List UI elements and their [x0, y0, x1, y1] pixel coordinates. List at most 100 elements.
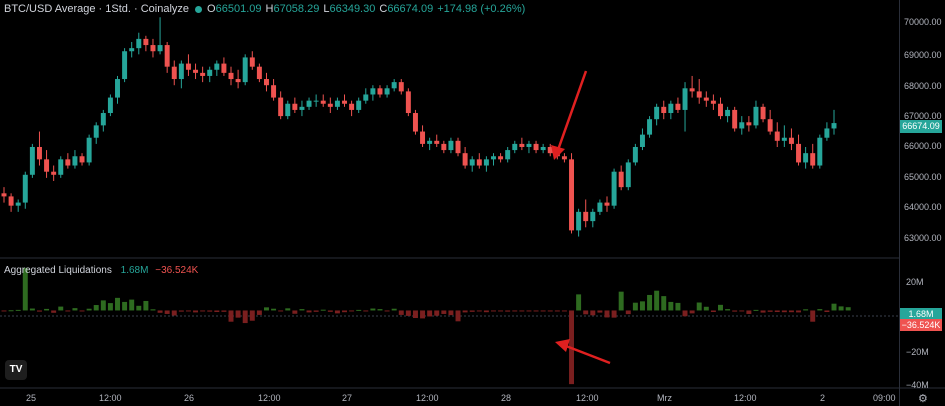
liquidation-bar [476, 310, 482, 312]
candle-body [115, 79, 120, 98]
liq-tick: 20M [906, 277, 924, 287]
ohlc-open: 66501.09 [215, 3, 262, 15]
candle-body [547, 146, 553, 154]
liquidation-bar [760, 310, 766, 313]
candle-body [774, 131, 780, 141]
candle-body [228, 72, 234, 80]
candle-body [654, 106, 660, 120]
candle-body [22, 174, 28, 203]
candle-body [632, 146, 638, 163]
candle-body [235, 79, 241, 83]
liquidation-bar [370, 308, 376, 311]
liquidation-bar [469, 310, 475, 312]
symbol-title[interactable]: BTC/USD Average · 1Std. · Coinalyze [4, 3, 190, 15]
liquidation-bar [398, 310, 404, 315]
liquidation-bar [576, 294, 582, 311]
time-label: 12:00 [99, 393, 122, 403]
liquidation-bar [405, 310, 411, 316]
time-label: 12:00 [416, 393, 439, 403]
liquidation-bar [356, 309, 362, 311]
liquidation-bar [441, 310, 447, 314]
liquidation-bar [831, 303, 837, 311]
candle-body [753, 106, 759, 126]
liq-long-value: 1.68M [120, 265, 149, 276]
candle-body [561, 156, 567, 160]
ohlc-key-open: O [207, 3, 216, 15]
liquidation-bar [143, 300, 149, 311]
liquidation-bar [256, 310, 262, 315]
candle-body [505, 150, 511, 160]
candle-body [171, 66, 177, 80]
candle-body [306, 100, 312, 107]
liquidation-bar [349, 310, 355, 312]
liquidation-bar [455, 310, 461, 322]
liquidation-bar [299, 309, 305, 311]
time-label: 12:00 [258, 393, 281, 403]
candle-body [675, 103, 681, 110]
candle-body [583, 211, 589, 222]
price-tick: 65000.00 [904, 172, 942, 182]
candle-body [157, 45, 163, 52]
liquidation-bar [263, 307, 269, 311]
candle-body [732, 109, 738, 129]
liquidation-bar [391, 308, 397, 311]
liquidation-bars [1, 267, 851, 385]
tradingview-logo-icon[interactable]: TV [5, 360, 27, 380]
candle-body [576, 211, 582, 231]
candle-body [703, 97, 709, 101]
candles [1, 17, 837, 237]
liquidation-bar [803, 309, 809, 311]
candle-body [469, 159, 475, 166]
candle-body [391, 82, 397, 89]
liquidation-bar [654, 290, 660, 311]
time-label: 26 [184, 393, 194, 403]
liq-axis: 20M −20M −40M [906, 277, 929, 390]
liquidation-bar [171, 310, 177, 316]
candle-body [448, 140, 454, 151]
liquidation-bar [448, 310, 454, 316]
liquidation-bar [313, 310, 319, 312]
liquidation-bar [1, 310, 7, 312]
liquidation-bar [689, 310, 695, 314]
indicator-title[interactable]: Aggregated Liquidations [4, 265, 112, 276]
liquidation-bar [363, 310, 369, 312]
ohlc-close: 66674.09 [387, 3, 434, 15]
liquidation-bar [547, 310, 553, 312]
liquidation-bar [604, 310, 610, 318]
candle-body [299, 106, 305, 110]
liquidation-bar [164, 310, 170, 314]
liquidation-bar [235, 310, 241, 318]
liquidation-bar [625, 310, 631, 315]
liquidation-bar [93, 305, 99, 311]
candle-body [810, 153, 816, 166]
liquidation-bar [278, 310, 284, 312]
liquidation-bar [334, 310, 340, 314]
annotation-arrow-price[interactable] [551, 70, 588, 160]
candle-body [313, 100, 319, 102]
liquidation-bar [554, 310, 560, 312]
price-tick: 64000.00 [904, 202, 942, 212]
annotation-arrow-liquidations[interactable] [555, 339, 611, 365]
candle-body [242, 57, 248, 83]
liquidation-bar [36, 310, 42, 312]
candle-body [427, 140, 433, 144]
candle-body [29, 146, 35, 175]
liquidation-bar [675, 302, 681, 311]
candle-body [710, 100, 716, 104]
gear-icon[interactable]: ⚙ [918, 393, 928, 405]
candle-body [356, 100, 362, 110]
candle-body [58, 159, 64, 175]
liquidation-bar [157, 310, 163, 313]
liquidation-bar [107, 303, 113, 311]
liquidation-bar [115, 297, 120, 311]
liquidation-bar [767, 310, 773, 312]
liquidation-bar [505, 310, 511, 312]
candle-body [831, 123, 837, 129]
liquidation-bar [22, 267, 28, 311]
candle-body [271, 85, 277, 98]
liquidation-bar [65, 310, 71, 312]
liquidation-bar [214, 310, 220, 313]
candle-body [249, 57, 255, 67]
liquidation-bar [15, 309, 21, 311]
